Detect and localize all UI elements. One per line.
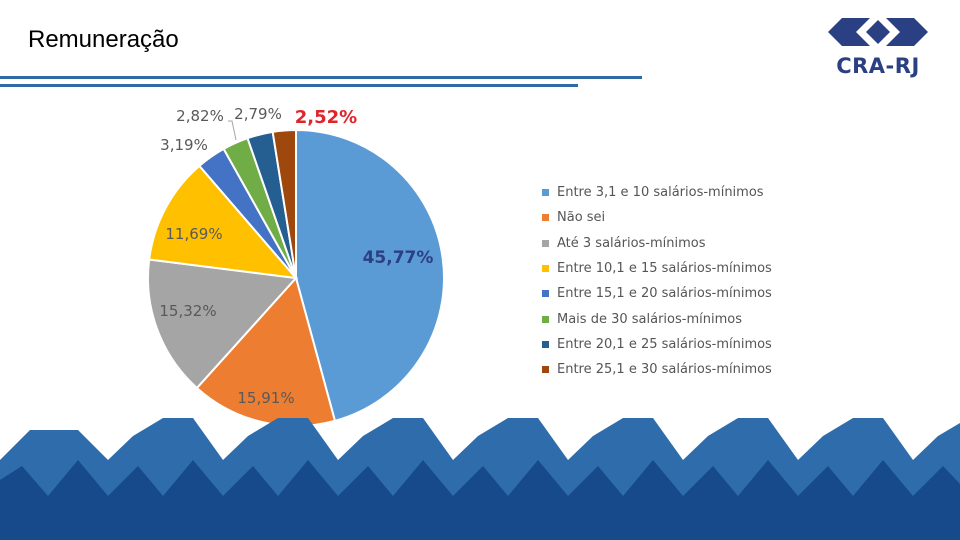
legend-swatch	[542, 214, 549, 222]
wave-decoration	[0, 418, 960, 540]
legend-label: Entre 20,1 e 25 salários-mínimos	[557, 336, 772, 352]
wave-band-front	[0, 460, 960, 540]
legend-item-4: Entre 10,1 e 15 salários-mínimos	[542, 256, 772, 281]
legend-label: Não sei	[557, 210, 606, 226]
data-label-4: 11,69%	[165, 225, 222, 243]
legend-item-8: Entre 25,1 e 30 salários-mínimos	[542, 357, 772, 382]
legend-label: Entre 15,1 e 20 salários-mínimos	[557, 286, 772, 302]
legend-item-1: Entre 3,1 e 10 salários-mínimos	[542, 180, 772, 205]
legend-swatch	[542, 290, 549, 298]
data-label-6: 2,82%	[176, 107, 224, 125]
pie-slice-2	[195, 275, 337, 427]
data-label-3: 15,32%	[159, 302, 216, 320]
pie-slice-1	[295, 128, 445, 423]
legend-item-3: Até 3 salários-mínimos	[542, 231, 772, 256]
legend-label: Entre 25,1 e 30 salários-mínimos	[557, 362, 772, 378]
legend-swatch	[542, 340, 549, 348]
legend-swatch	[542, 265, 549, 273]
legend-swatch	[542, 239, 549, 247]
cra-rj-logo: CRA-RJ	[822, 14, 934, 80]
chart-legend: Entre 3,1 e 10 salários-mínimos Não sei At…	[542, 180, 772, 382]
title-rule-top	[0, 76, 642, 79]
pie-slice-3	[147, 258, 299, 390]
legend-swatch	[542, 315, 549, 323]
slide-title: Remuneração	[28, 26, 179, 53]
legend-item-6: Mais de 30 salários-mínimos	[542, 306, 772, 331]
data-label-1: 45,77%	[363, 248, 434, 268]
legend-label: Até 3 salários-mínimos	[557, 235, 706, 251]
legend-label: Entre 3,1 e 10 salários-mínimos	[557, 185, 764, 201]
legend-item-5: Entre 15,1 e 20 salários-mínimos	[542, 281, 772, 306]
legend-swatch	[542, 366, 549, 374]
title-rule-bottom	[0, 84, 578, 87]
leader-line	[228, 120, 237, 141]
data-label-7: 2,79%	[234, 105, 282, 123]
data-label-5: 3,19%	[160, 136, 208, 154]
legend-label: Entre 10,1 e 15 salários-mínimos	[557, 261, 772, 277]
pie-slice-4	[148, 164, 299, 280]
legend-swatch	[542, 189, 549, 197]
legend-item-2: Não sei	[542, 205, 772, 230]
data-label-8: 2,52%	[295, 107, 357, 128]
legend-label: Mais de 30 salários-mínimos	[557, 311, 742, 327]
logo-text: CRA-RJ	[836, 54, 920, 78]
pie-slice-8	[271, 128, 297, 279]
legend-item-7: Entre 20,1 e 25 salários-mínimos	[542, 332, 772, 357]
logo-diamonds-icon	[828, 18, 928, 46]
data-label-2: 15,91%	[237, 389, 294, 407]
